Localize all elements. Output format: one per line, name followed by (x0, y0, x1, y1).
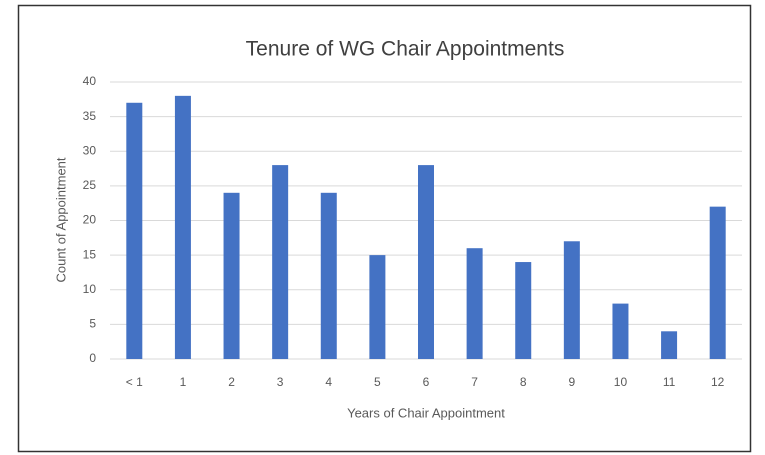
bar (126, 102, 143, 360)
x-tick-label: 8 (520, 375, 527, 389)
y-axis-title: Count of Appointment (53, 157, 68, 282)
y-tick-label: 10 (83, 282, 97, 296)
x-tick-label: < 1 (126, 375, 143, 389)
x-tick-label: 6 (423, 375, 430, 389)
x-tick-label: 5 (374, 375, 381, 389)
y-tick-label: 30 (83, 143, 97, 157)
chart-title: Tenure of WG Chair Appointments (246, 38, 565, 61)
y-tick-label: 20 (83, 213, 97, 227)
x-tick-label: 3 (277, 375, 284, 389)
bar (563, 241, 580, 359)
y-tick-label: 0 (89, 351, 96, 365)
y-tick-label: 15 (83, 247, 97, 261)
bar (709, 206, 726, 359)
bar (418, 165, 434, 359)
x-tick-label: 12 (711, 375, 725, 389)
bar (369, 255, 386, 359)
bar (174, 95, 191, 359)
x-tick-label: 1 (180, 375, 187, 389)
bar (223, 192, 240, 359)
bar (320, 192, 337, 359)
y-tick-label: 40 (83, 74, 97, 88)
bar (515, 262, 532, 359)
x-axis-title: Years of Chair Appointment (347, 405, 505, 420)
bar (612, 303, 629, 359)
y-tick-label: 25 (83, 178, 97, 192)
x-tick-label: 11 (663, 375, 676, 389)
bar (466, 248, 483, 359)
x-tick-label: 9 (569, 375, 576, 389)
y-tick-label: 35 (83, 109, 97, 123)
bar (661, 331, 678, 359)
x-tick-label: 4 (325, 375, 332, 389)
bar (272, 165, 289, 359)
x-tick-label: 2 (228, 375, 235, 389)
x-tick-label: 7 (471, 375, 478, 389)
x-tick-label: 10 (614, 375, 628, 389)
y-tick-label: 5 (89, 317, 96, 331)
